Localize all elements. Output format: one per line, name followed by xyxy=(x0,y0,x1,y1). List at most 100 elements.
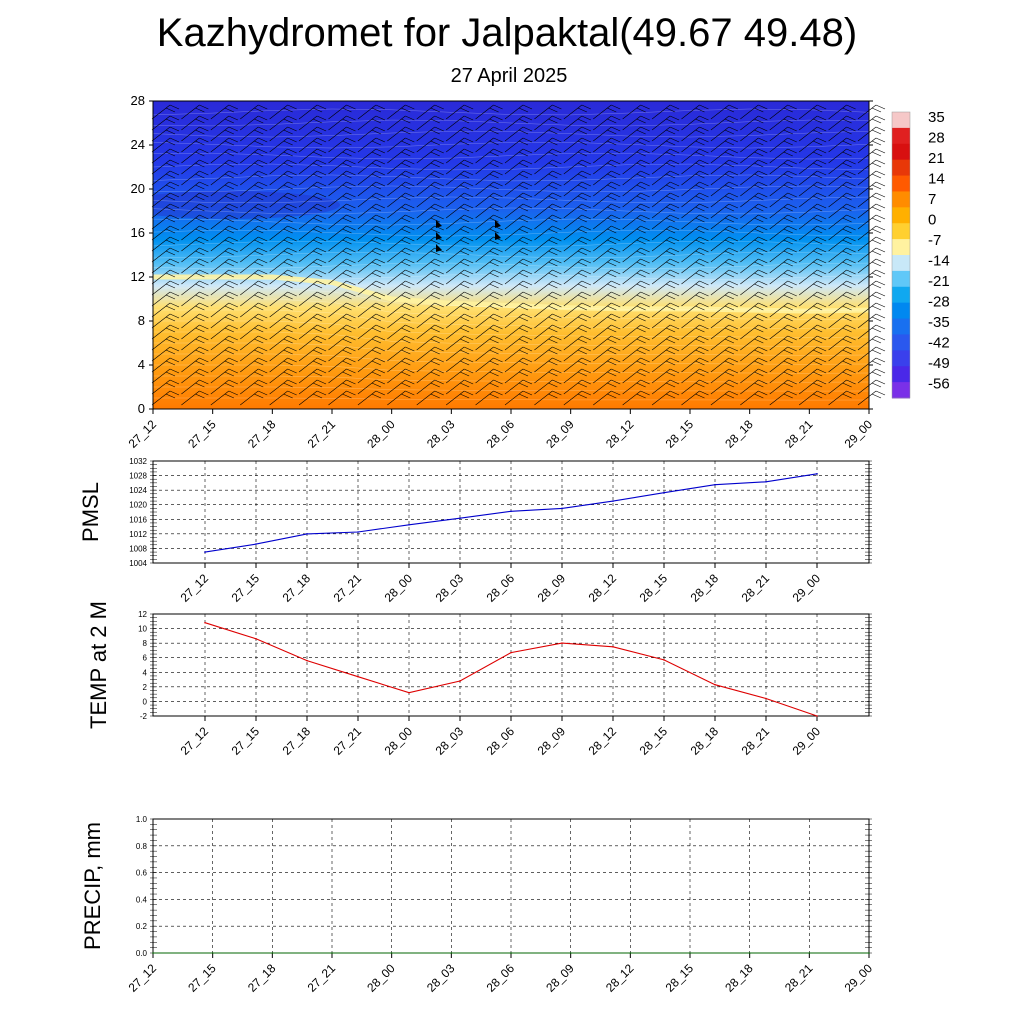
wind-barb xyxy=(357,137,386,153)
wind-barb xyxy=(298,346,327,362)
wind-barb xyxy=(151,181,180,197)
wind-barb xyxy=(298,269,327,285)
colorbar-swatch xyxy=(892,112,910,129)
wind-barb xyxy=(740,302,768,318)
wind-barb xyxy=(181,302,209,318)
wind-barb xyxy=(504,390,533,406)
wind-barb xyxy=(828,247,856,263)
wind-barb xyxy=(445,225,474,241)
wind-barb xyxy=(445,313,474,329)
data-point xyxy=(561,507,563,510)
wind-barb xyxy=(387,148,415,164)
wind-barb xyxy=(828,302,856,318)
wind-barb xyxy=(269,379,297,395)
wind-barb xyxy=(151,335,180,351)
wind-barb xyxy=(210,225,238,241)
x-tick-label: 27_15 xyxy=(229,571,263,605)
data-point xyxy=(748,952,751,954)
colorbar-swatch xyxy=(892,286,910,304)
wind-barb xyxy=(416,302,444,318)
wind-barb xyxy=(387,291,415,307)
wind-barb xyxy=(769,390,797,406)
wind-barb xyxy=(269,357,297,373)
wind-barb xyxy=(210,192,238,208)
wind-barb xyxy=(387,236,415,252)
y-tick-label: 0.2 xyxy=(136,922,148,931)
y-tick-label: 8 xyxy=(143,639,148,648)
wind-barb xyxy=(387,346,415,362)
wind-barb xyxy=(563,291,591,307)
wind-barb xyxy=(651,280,680,296)
wind-barb xyxy=(857,280,886,296)
wind-barb xyxy=(828,137,856,153)
wind-barb xyxy=(593,346,621,362)
wind-barb xyxy=(710,148,739,164)
wind-barb xyxy=(328,379,356,395)
wind-barb xyxy=(357,126,386,142)
wind-barb xyxy=(563,269,591,285)
wind-barb xyxy=(416,390,444,406)
wind-barb xyxy=(151,269,180,285)
wind-barb xyxy=(475,170,503,186)
wind-barb xyxy=(622,258,650,274)
wind-barb xyxy=(622,115,650,131)
wind-barb xyxy=(681,258,709,274)
wind-barb xyxy=(151,236,180,252)
data-point xyxy=(450,952,453,954)
wind-barb xyxy=(416,346,444,362)
wind-barb xyxy=(651,269,680,285)
wind-barb xyxy=(269,280,297,296)
wind-barb xyxy=(828,357,856,373)
x-tick-label: 28_06 xyxy=(484,417,518,451)
wind-barb xyxy=(534,247,562,263)
wind-barb xyxy=(593,324,621,340)
wind-barb xyxy=(769,379,797,395)
wind-barb xyxy=(240,247,268,263)
pmsl-chart: 1004 1008 1012 1016 1020 1024 1028 1032 27_12 27_… xyxy=(78,457,872,605)
wind-barb xyxy=(357,302,386,318)
wind-barb xyxy=(828,313,856,329)
wind-barb xyxy=(416,269,444,285)
wind-barb xyxy=(710,225,739,241)
wind-barb xyxy=(181,324,209,340)
wind-barb xyxy=(769,291,797,307)
wind-barb xyxy=(622,335,650,351)
wind-barb xyxy=(857,346,886,362)
wind-barb xyxy=(828,126,856,142)
wind-barb xyxy=(328,236,356,252)
wind-barb xyxy=(828,203,856,219)
wind-barb xyxy=(181,115,209,131)
wind-barb xyxy=(210,159,238,175)
wind-barb xyxy=(240,346,268,362)
wind-barb xyxy=(416,324,444,340)
colorbar-swatch xyxy=(892,223,910,240)
colorbar-swatch xyxy=(892,302,910,320)
wind-barb xyxy=(475,214,503,230)
y-tick-label: 1020 xyxy=(129,501,147,510)
wind-barb xyxy=(151,225,180,241)
wind-barb xyxy=(240,390,268,406)
contour-line xyxy=(153,364,869,374)
wind-barb xyxy=(651,302,680,318)
wind-barb xyxy=(240,225,268,241)
wind-barb xyxy=(445,291,474,307)
wind-barb xyxy=(769,346,797,362)
wind-barb xyxy=(622,159,650,175)
wind-barb xyxy=(710,137,739,153)
wind-barb xyxy=(181,214,209,230)
temp-chart: -2 0 2 4 6 8 10 12 27_12 27_15 27_18 27_21 28_00 28_0… xyxy=(86,601,872,758)
contour-line xyxy=(153,309,869,329)
wind-barb xyxy=(475,104,503,120)
colorbar-label: -21 xyxy=(928,273,950,290)
wind-barb xyxy=(240,335,268,351)
wind-barb xyxy=(622,269,650,285)
wind-barb xyxy=(416,181,444,197)
y-tick-label: 20 xyxy=(131,181,145,196)
wind-barb xyxy=(534,368,562,384)
wind-barb xyxy=(210,247,238,263)
wind-barb xyxy=(740,291,768,307)
wind-barb xyxy=(681,192,709,208)
wind-barb xyxy=(681,379,709,395)
wind-barb xyxy=(593,291,621,307)
wind-barb xyxy=(563,335,591,351)
